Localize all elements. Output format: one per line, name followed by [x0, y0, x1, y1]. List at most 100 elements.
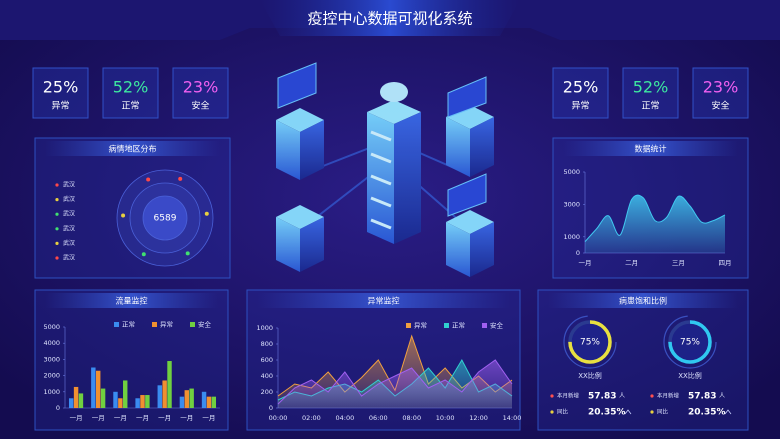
bar — [68, 398, 74, 408]
gauge-value: 75% — [680, 338, 700, 348]
y-tick-label: 2000 — [43, 372, 60, 380]
bar — [100, 388, 106, 408]
bar — [78, 393, 84, 408]
row-dot — [550, 394, 554, 398]
up-arrow — [624, 409, 632, 415]
x-tick-label: 14:00 — [503, 414, 522, 422]
stat-box — [172, 67, 229, 119]
region-total: 6589 — [154, 214, 177, 224]
panel-title: 数据统计 — [635, 144, 667, 154]
panel — [552, 137, 749, 279]
bar — [135, 398, 140, 408]
bar — [96, 370, 101, 408]
bar — [145, 395, 150, 408]
row-label: 本月新增 — [557, 392, 579, 400]
y-tick-label: 600 — [261, 356, 273, 364]
y-tick-label: 3000 — [563, 200, 580, 208]
orbit-dot — [146, 177, 151, 182]
stat-value: 25% — [563, 78, 599, 97]
region-dot — [55, 241, 59, 245]
legend-label: 异常 — [414, 321, 427, 330]
legend-swatch — [114, 322, 119, 327]
panel — [34, 137, 231, 279]
legend-swatch — [190, 322, 195, 327]
x-tick-label: 12:00 — [469, 414, 488, 422]
row-value: 20.35% — [688, 408, 726, 418]
region-dot — [55, 212, 59, 216]
region-label: 武汉 — [63, 195, 75, 203]
y-tick-label: 200 — [261, 388, 273, 396]
y-tick-label: 5000 — [43, 323, 60, 331]
bar — [167, 361, 172, 408]
legend-label: 正常 — [452, 321, 465, 330]
y-tick-label: 0 — [269, 404, 273, 412]
area-fill — [585, 195, 725, 253]
stat-value: 25% — [43, 78, 79, 97]
x-tick-label: 一月 — [158, 414, 171, 422]
x-tick-label: 00:00 — [269, 414, 288, 422]
up-arrow — [724, 409, 732, 415]
legend-label: 异常 — [160, 320, 173, 329]
region-label: 武汉 — [63, 224, 75, 232]
region-dot — [55, 183, 59, 187]
x-tick-label: 04:00 — [335, 414, 354, 422]
x-tick-label: 10:00 — [436, 414, 455, 422]
panel-title-bar — [45, 293, 218, 308]
bar — [179, 396, 185, 408]
stat-label: 安全 — [711, 100, 729, 112]
stat-value: 52% — [113, 78, 149, 97]
gauge-arc — [668, 320, 712, 364]
x-tick-label: 08:00 — [402, 414, 421, 422]
legend-label: 正常 — [122, 320, 135, 329]
row-unit: 人 — [719, 393, 725, 400]
orbit-dot — [185, 251, 190, 256]
bar — [211, 396, 217, 408]
stat-box — [32, 67, 89, 119]
row-dot — [650, 394, 654, 398]
x-tick-label: 02:00 — [302, 414, 321, 422]
row-unit: 人 — [619, 393, 625, 400]
bar — [201, 391, 207, 408]
legend-swatch — [482, 323, 487, 328]
panel-title-bar — [45, 141, 220, 156]
bar — [206, 396, 212, 408]
x-tick-label: 四月 — [719, 259, 732, 267]
region-label: 武汉 — [63, 181, 75, 189]
panel-title: 病情地区分布 — [109, 144, 157, 154]
bar — [157, 385, 162, 408]
region-label: 武汉 — [63, 239, 75, 247]
stat-label: 异常 — [51, 100, 69, 112]
row-value: 57.83 — [588, 392, 616, 402]
y-tick-label: 1000 — [563, 233, 580, 241]
panel — [246, 289, 521, 431]
stat-label: 安全 — [191, 100, 209, 112]
y-tick-label: 0 — [576, 249, 580, 257]
stat-label: 异常 — [571, 100, 589, 112]
x-tick-label: 一月 — [92, 414, 105, 422]
x-tick-label: 三月 — [672, 259, 685, 267]
x-tick-label: 一月 — [579, 259, 592, 267]
x-tick-label: 二月 — [625, 259, 638, 267]
panel-title: 异常监控 — [368, 296, 400, 306]
row-label: 同比 — [657, 408, 669, 416]
stat-label: 正常 — [641, 100, 659, 112]
page-title: 疫控中心数据可视化系统 — [307, 10, 472, 28]
y-tick-label: 3000 — [43, 355, 60, 363]
y-tick-label: 4000 — [43, 339, 60, 347]
orbit-dot — [121, 213, 126, 218]
panel — [34, 289, 229, 431]
bar — [189, 388, 194, 408]
gauge-name: XX比例 — [578, 371, 602, 380]
legend-swatch — [152, 322, 157, 327]
bar — [73, 386, 79, 408]
region-dot — [55, 256, 59, 260]
row-label: 同比 — [557, 408, 569, 416]
x-tick-label: 一月 — [202, 414, 215, 422]
orbit-dot — [141, 252, 146, 257]
y-tick-label: 400 — [261, 372, 273, 380]
row-value: 20.35% — [588, 408, 626, 418]
x-tick-label: 一月 — [114, 414, 127, 422]
row-label: 本月新增 — [657, 392, 679, 400]
bar — [118, 398, 123, 408]
